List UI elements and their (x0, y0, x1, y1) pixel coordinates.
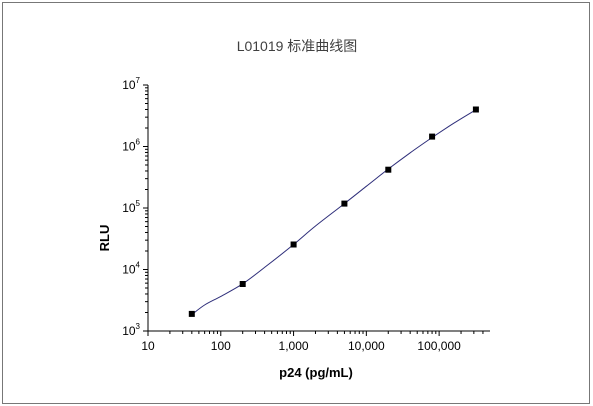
chart-canvas: L01019 标准曲线图 10 100 1,000 10,000 100,0001031… (97, 38, 490, 380)
x-tick-label: 10 (141, 339, 155, 353)
x-tick-label: 1,000 (279, 339, 309, 353)
chart-title: L01019 标准曲线图 (237, 38, 358, 54)
data-point (290, 241, 297, 248)
data-point (472, 106, 479, 113)
y-tick-label: 105 (122, 199, 140, 215)
y-axis-label: RLU (97, 225, 112, 252)
y-tick-label: 103 (122, 322, 140, 338)
data-point (341, 200, 348, 207)
data-point (188, 310, 195, 317)
data-point (385, 166, 392, 173)
x-axis-label: p24 (pg/mL) (279, 365, 353, 380)
fit-curve-group (191, 109, 477, 316)
x-tick-label: 100 (211, 339, 231, 353)
x-tick-label: 100,000 (417, 339, 461, 353)
ticks: 10 100 1,000 10,000 100,000 103 104 105 106 107 (122, 76, 484, 353)
data-point (239, 281, 246, 287)
y-tick-label: 104 (122, 261, 140, 277)
fit-curve (191, 109, 477, 316)
data-points (188, 106, 479, 317)
data-point (429, 133, 436, 140)
y-tick-label: 107 (122, 76, 140, 92)
y-tick-label: 106 (122, 138, 140, 154)
axes (147, 85, 490, 332)
x-tick-label: 10,000 (348, 339, 385, 353)
